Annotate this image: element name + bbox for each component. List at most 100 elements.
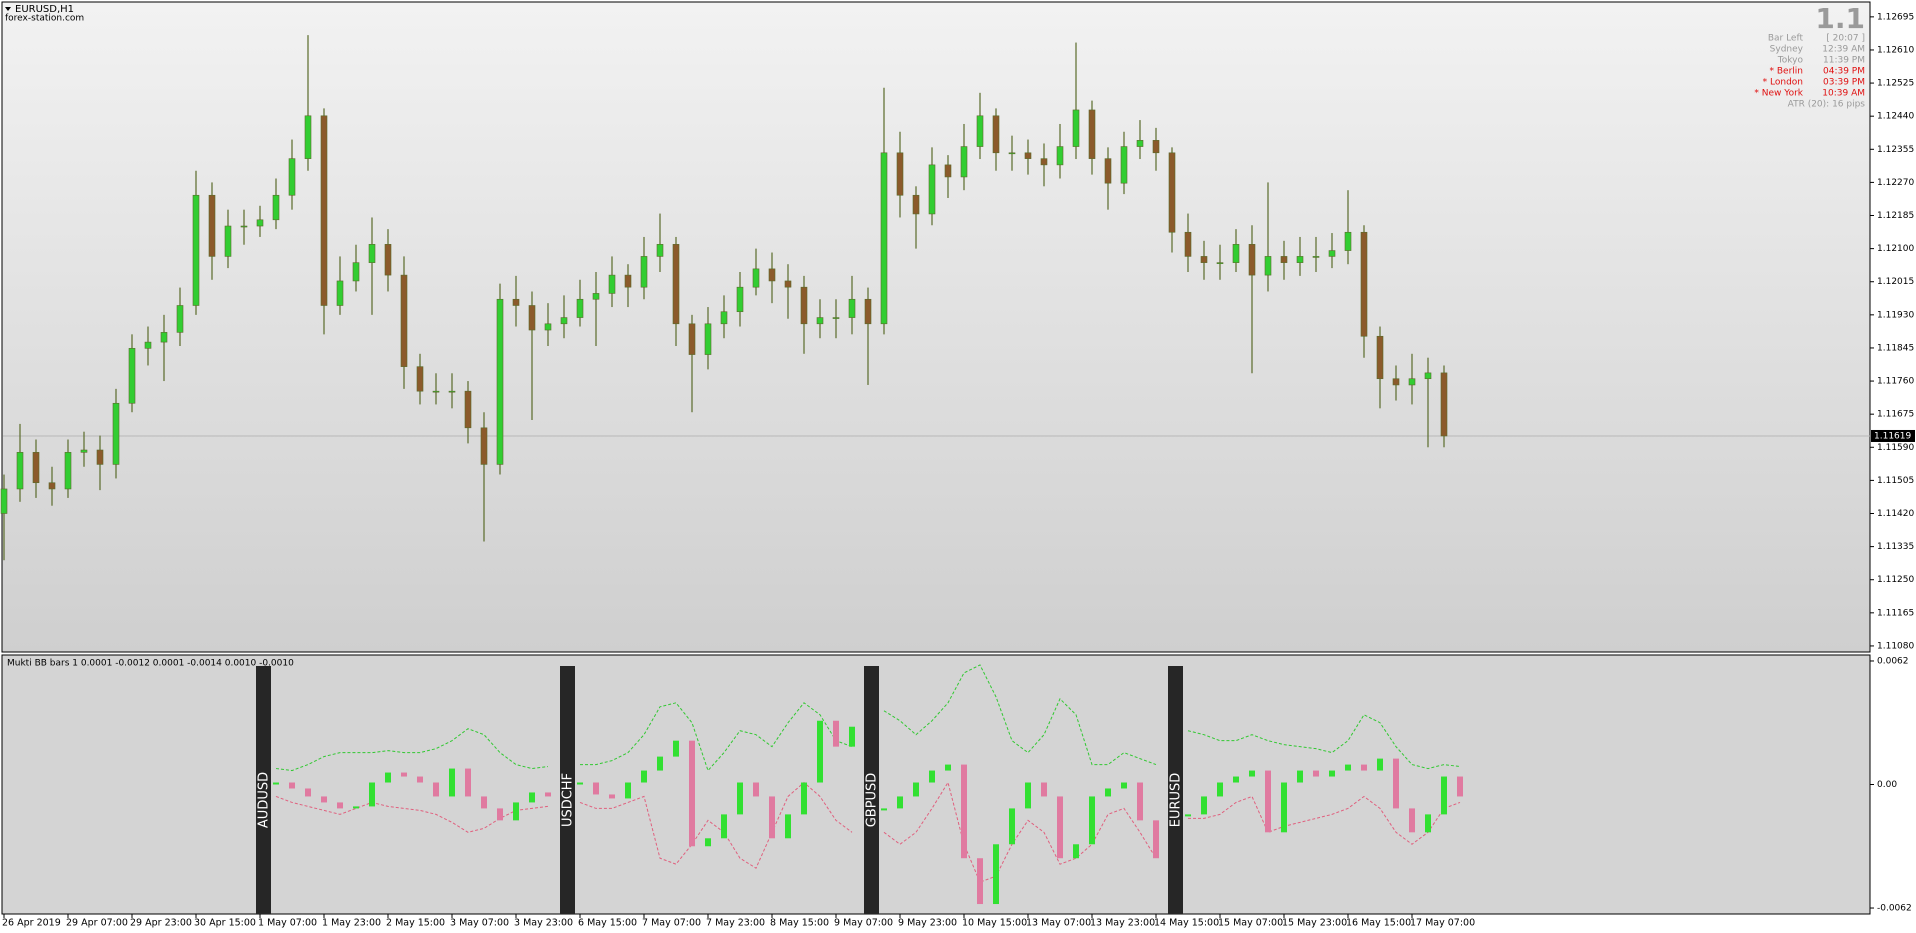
info-label: Tokyo [1777, 56, 1804, 66]
candle-body [1184, 231, 1192, 257]
indicator-bar [609, 794, 615, 799]
candle-body [1120, 146, 1128, 184]
candle-body [848, 298, 856, 318]
indicator-bar [1009, 808, 1015, 845]
menu-arrow[interactable] [5, 7, 11, 11]
indicator-bar [481, 796, 487, 809]
candle-body [112, 402, 120, 465]
indicator-bar [593, 782, 599, 795]
candle-body [320, 115, 328, 306]
indicator-title: Mukti BB bars 1 0.0001 -0.0012 0.0001 -0… [7, 659, 294, 669]
indicator-bar [625, 782, 631, 799]
candle-body [1104, 158, 1112, 184]
y-tick-label: 1.12525 [1877, 79, 1914, 89]
candle-body [784, 280, 792, 288]
candle-body [1056, 146, 1064, 166]
indicator-bar [1393, 758, 1399, 809]
info-label: Bar Left [1768, 34, 1804, 44]
info-label: * New York [1754, 89, 1803, 99]
candle-body [1168, 152, 1176, 233]
info-label: * Berlin [1770, 67, 1803, 77]
candle-body [752, 268, 760, 288]
candle-body [1360, 231, 1368, 337]
candle-body [256, 219, 264, 227]
candle-body [1344, 231, 1352, 251]
candle-body [1152, 140, 1160, 154]
indicator-bar [913, 782, 919, 797]
y-tick-label: 1.11080 [1877, 641, 1914, 651]
segment-label-box [256, 666, 271, 914]
indicator-bar [577, 782, 583, 785]
candle-body [480, 427, 488, 465]
candle-body [1088, 109, 1096, 159]
candle-body [496, 298, 504, 465]
x-tick-label: 7 May 07:00 [642, 918, 701, 929]
x-tick-label: 15 May 07:00 [1218, 918, 1283, 929]
indicator-bar [897, 796, 903, 809]
y-tick-label: 1.11505 [1877, 476, 1914, 486]
x-tick-label: 30 Apr 15:00 [194, 918, 256, 929]
candle-body [1264, 256, 1272, 276]
y-tick-label: 1.12270 [1877, 178, 1914, 188]
indicator-bar [673, 740, 679, 757]
candle-body [128, 348, 136, 404]
indicator-bar [993, 844, 999, 905]
candle-body [976, 115, 984, 147]
info-value: 12:39 AM [1822, 45, 1865, 55]
indicator-bar [385, 772, 391, 783]
y-tick-label: 1.12440 [1877, 112, 1914, 122]
indicator-bar [1249, 770, 1255, 777]
candle-body [160, 332, 168, 343]
indicator-bar [817, 720, 823, 783]
candle-body [544, 323, 552, 331]
x-tick-label: 6 May 15:00 [578, 918, 637, 929]
indicator-bar [945, 764, 951, 771]
candle-body [912, 194, 920, 215]
candle-body [240, 225, 248, 228]
candle-body [64, 452, 72, 490]
candle-body [944, 164, 952, 178]
indicator-bar [513, 802, 519, 821]
y-tick-label: 1.12355 [1877, 145, 1914, 155]
indicator-bar [705, 838, 711, 847]
y-tick-label: -0.0062 [1877, 904, 1912, 914]
candle-body [144, 341, 152, 349]
indicator-bar [641, 770, 647, 783]
y-tick-label: 1.11335 [1877, 542, 1914, 552]
indicator-bar [353, 806, 359, 809]
info-label: Sydney [1770, 45, 1804, 55]
indicator-bar [305, 788, 311, 797]
candle-body [176, 305, 184, 333]
y-tick-label: 1.12100 [1877, 244, 1914, 254]
candle-body [352, 262, 360, 282]
info-label: * London [1763, 78, 1803, 88]
info-atr: ATR (20): 16 pips [1788, 100, 1866, 110]
indicator-bar [737, 782, 743, 815]
y-tick-label: 1.11760 [1877, 377, 1914, 387]
candle-body [656, 244, 664, 257]
candle-body [1040, 158, 1048, 166]
candle-body [464, 390, 472, 429]
candle-body [304, 115, 312, 159]
y-tick-label: 1.11675 [1877, 410, 1914, 420]
x-tick-label: 15 May 23:00 [1282, 918, 1347, 929]
candle-body [336, 280, 344, 306]
candle-body [928, 164, 936, 215]
indicator-bar [881, 808, 887, 811]
indicator-bar [337, 802, 343, 809]
indicator-bar [289, 782, 295, 789]
indicator-bar [1409, 808, 1415, 833]
x-tick-label: 26 Apr 2019 [2, 918, 61, 929]
indicator-bar [545, 792, 551, 797]
candle-body [864, 298, 872, 325]
info-big: 1.1 [1815, 2, 1865, 35]
candle-body [1424, 372, 1432, 380]
y-tick-label: 1.11250 [1877, 575, 1914, 585]
indicator-bar [849, 726, 855, 747]
indicator-bar [449, 768, 455, 797]
x-tick-label: 1 May 07:00 [258, 918, 317, 929]
segment-label: GBPUSD [865, 773, 880, 828]
segment-label: AUDUSD [257, 772, 272, 828]
